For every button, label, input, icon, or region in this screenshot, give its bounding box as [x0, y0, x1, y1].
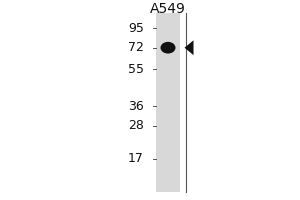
Text: A549: A549 [150, 2, 186, 16]
Text: 28: 28 [128, 119, 144, 132]
Text: 55: 55 [128, 63, 144, 76]
Text: 17: 17 [128, 152, 144, 165]
Text: 36: 36 [128, 100, 144, 113]
Ellipse shape [160, 42, 175, 54]
Polygon shape [184, 40, 194, 55]
Bar [156, 13, 180, 192]
Text: 95: 95 [128, 22, 144, 35]
Text: 72: 72 [128, 41, 144, 54]
